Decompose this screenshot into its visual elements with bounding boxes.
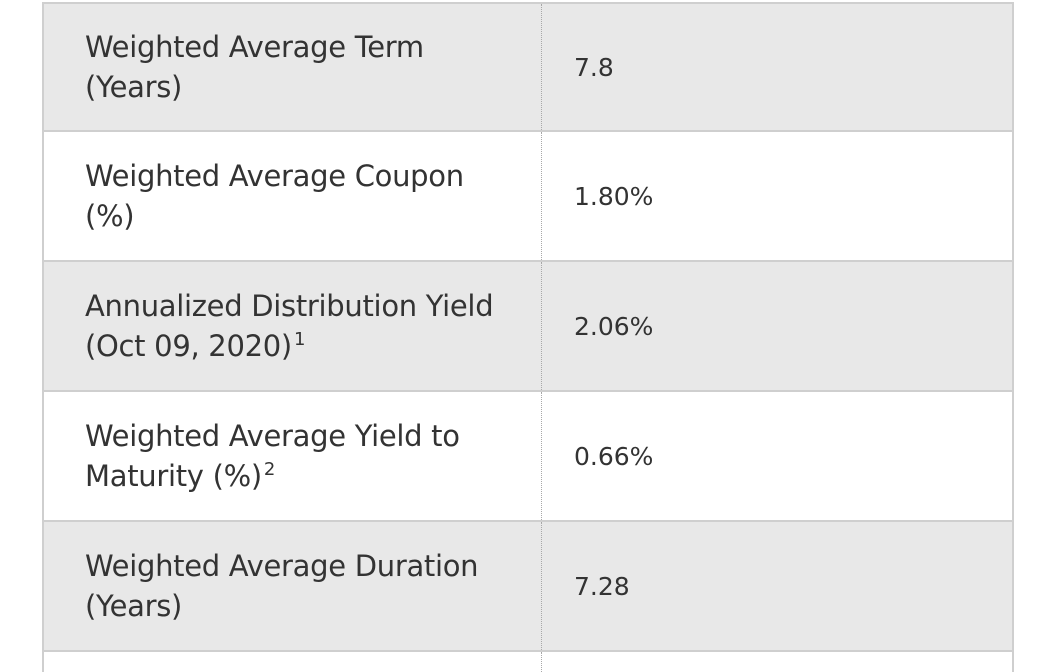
- footnote-marker[interactable]: 2: [263, 459, 276, 481]
- row-label-text: Weighted Average Coupon (%): [85, 159, 464, 233]
- fund-characteristics-table: Weighted Average Term (Years) 7.8 Weight…: [42, 2, 1014, 672]
- row-label-words: Weighted Average Yield to Maturity (%): [85, 419, 460, 493]
- row-value: [542, 652, 1012, 672]
- footnote-marker[interactable]: 1: [293, 329, 306, 351]
- row-label-text: Weighted Average Term (Years): [85, 30, 424, 104]
- row-label-words: Annualized Distribution Yield (Oct 09, 2…: [85, 289, 494, 363]
- row-label: Weighted Average Duration (Years): [44, 522, 542, 650]
- table-row: Weighted Average Coupon (%) 1.80%: [44, 132, 1012, 262]
- row-value: 1.80%: [574, 181, 654, 211]
- table-row: Weighted Average Duration (Years) 7.28: [44, 522, 1012, 652]
- row-label-text: Weighted Average Yield to Maturity (%) 2: [85, 416, 521, 496]
- row-value: 7.8: [574, 52, 614, 82]
- row-label: Weighted Average Term (Years): [44, 4, 542, 130]
- row-label: [44, 652, 542, 672]
- row-value: 7.28: [574, 571, 630, 601]
- row-label: Annualized Distribution Yield (Oct 09, 2…: [44, 262, 542, 390]
- row-label: Weighted Average Yield to Maturity (%) 2: [44, 392, 542, 520]
- table-row-partial: [44, 652, 1012, 672]
- table-row: Weighted Average Yield to Maturity (%) 2 …: [44, 392, 1012, 522]
- table-row: Annualized Distribution Yield (Oct 09, 2…: [44, 262, 1012, 392]
- row-value: 2.06%: [574, 311, 654, 341]
- row-label-text: Annualized Distribution Yield (Oct 09, 2…: [85, 286, 521, 366]
- table-row: Weighted Average Term (Years) 7.8: [44, 2, 1012, 132]
- row-label: Weighted Average Coupon (%): [44, 132, 542, 260]
- row-label-text: Weighted Average Duration (Years): [85, 549, 479, 623]
- row-value: 0.66%: [574, 441, 654, 471]
